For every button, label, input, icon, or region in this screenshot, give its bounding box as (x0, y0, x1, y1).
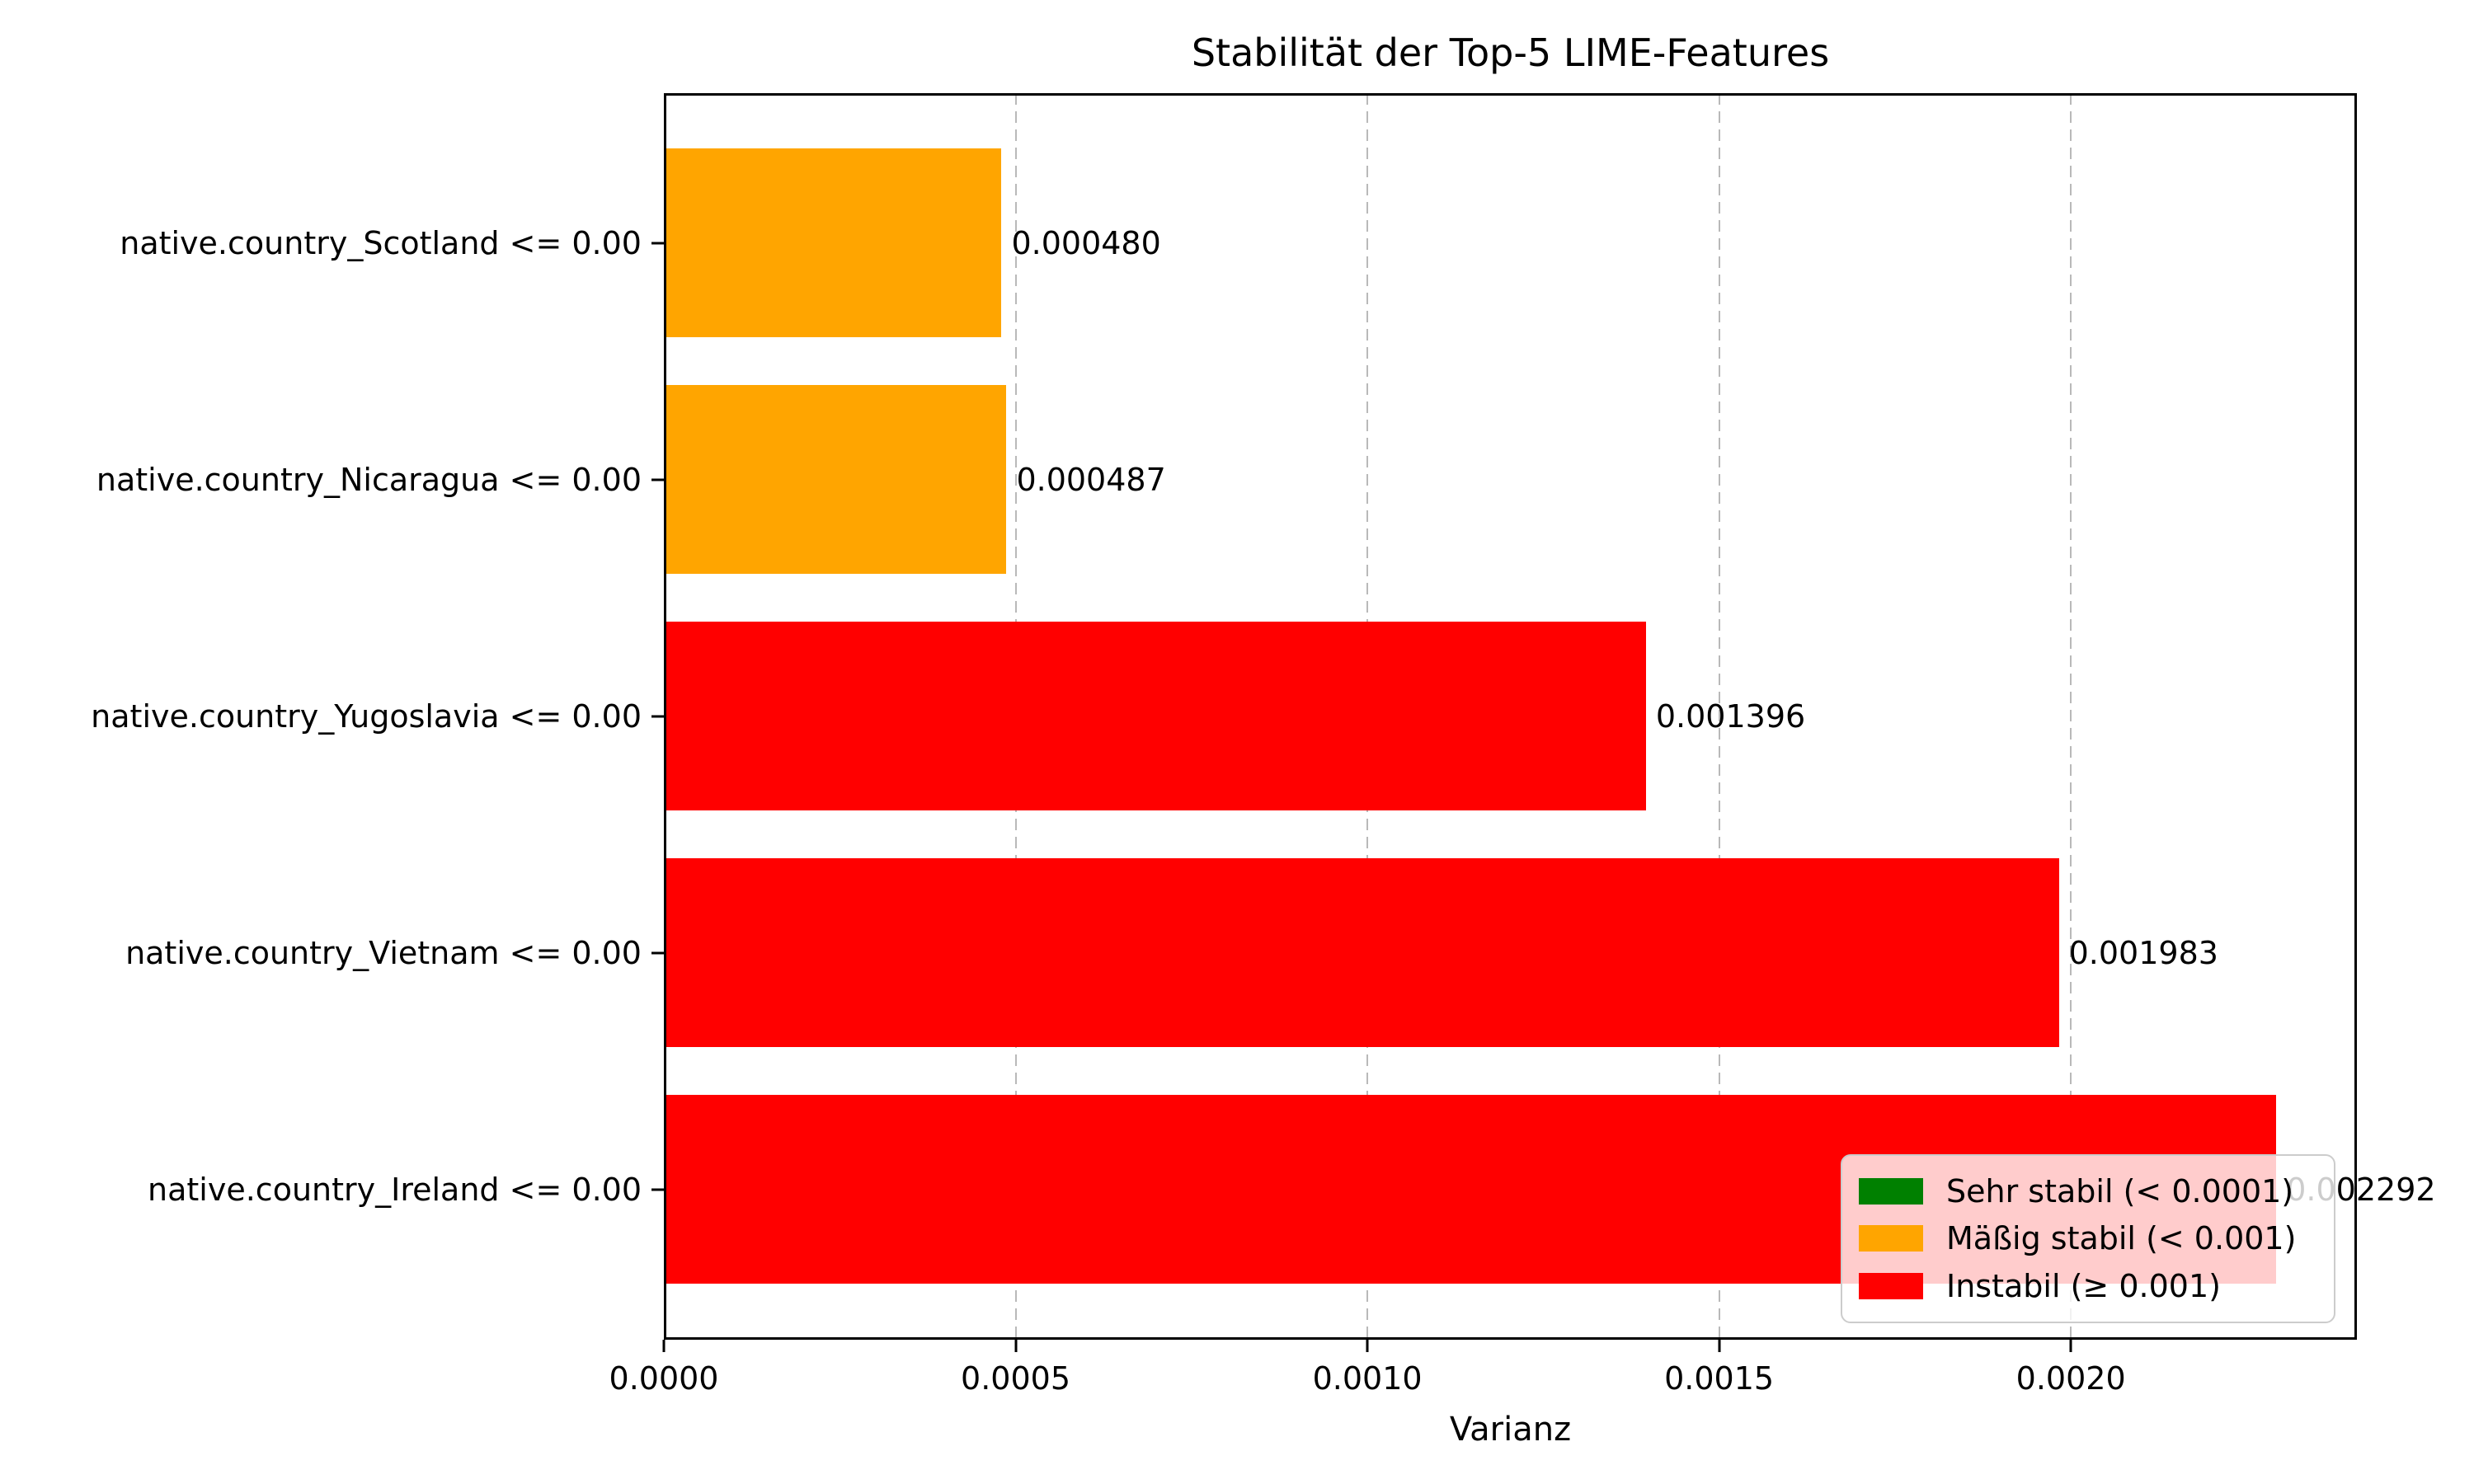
x-tick-label-0.0000: 0.0000 (609, 1360, 719, 1397)
bar-value-label-2: 0.001396 (1655, 697, 1806, 735)
legend-swatch-icon (1859, 1225, 1923, 1252)
y-tick-mark-4 (651, 1188, 664, 1190)
y-tick-label-3: native.country_Vietnam <= 0.00 (125, 934, 642, 971)
y-tick-label-4: native.country_Ireland <= 0.00 (148, 1171, 642, 1208)
x-tick-mark-0.0005 (1014, 1340, 1018, 1352)
legend-label: Mäßig stabil (< 0.001) (1946, 1220, 2297, 1257)
y-tick-mark-3 (651, 951, 664, 954)
y-tick-label-0: native.country_Scotland <= 0.00 (120, 224, 642, 261)
bar-value-label-3: 0.001983 (2068, 934, 2218, 971)
x-tick-mark-0.0020 (2069, 1340, 2072, 1352)
x-tick-mark-0.0015 (1718, 1340, 1721, 1352)
gridline-x-0.0020 (2070, 93, 2072, 1340)
x-tick-label-0.0010: 0.0010 (1312, 1360, 1423, 1397)
x-axis-label: Varianz (1449, 1411, 1572, 1449)
x-tick-mark-0.0010 (1366, 1340, 1369, 1352)
x-tick-label-0.0005: 0.0005 (961, 1360, 1071, 1397)
y-tick-mark-1 (651, 478, 664, 481)
legend-swatch-icon (1859, 1273, 1923, 1300)
chart-title: Stabilität der Top-5 LIME-Features (1191, 31, 1830, 75)
bar-value-label-1: 0.000487 (1016, 461, 1166, 498)
plot-area: 0.000480 0.000487 0.001396 0.001983 0.002292… (664, 93, 2436, 1340)
legend-entry-1: Mäßig stabil (< 0.001) (1859, 1222, 2317, 1255)
y-tick-mark-2 (651, 715, 664, 717)
y-tick-label-1: native.country_Nicaragua <= 0.00 (96, 461, 642, 498)
bar-1 (664, 385, 1007, 574)
y-tick-mark-0 (651, 242, 664, 244)
legend-swatch-icon (1859, 1177, 1923, 1205)
bar-value-label-0: 0.000480 (1011, 224, 1161, 261)
bar-2 (664, 622, 1646, 810)
y-tick-label-2: native.country_Yugoslavia <= 0.00 (91, 697, 642, 735)
x-tick-mark-0.0000 (662, 1340, 666, 1352)
legend-entry-2: Instabil (≥ 0.001) (1859, 1270, 2317, 1303)
bar-3 (664, 858, 2059, 1047)
legend-label: Instabil (≥ 0.001) (1946, 1268, 2221, 1305)
legend-entry-0: Sehr stabil (< 0.0001) (1859, 1175, 2317, 1208)
bar-0 (664, 148, 1002, 337)
x-tick-label-0.0020: 0.0020 (2015, 1360, 2126, 1397)
x-tick-label-0.0015: 0.0015 (1664, 1360, 1775, 1397)
gridline-x-0.0015 (1718, 93, 1720, 1340)
legend-label: Sehr stabil (< 0.0001) (1946, 1172, 2294, 1209)
legend: Sehr stabil (< 0.0001) Mäßig stabil (< 0.… (1841, 1154, 2335, 1323)
